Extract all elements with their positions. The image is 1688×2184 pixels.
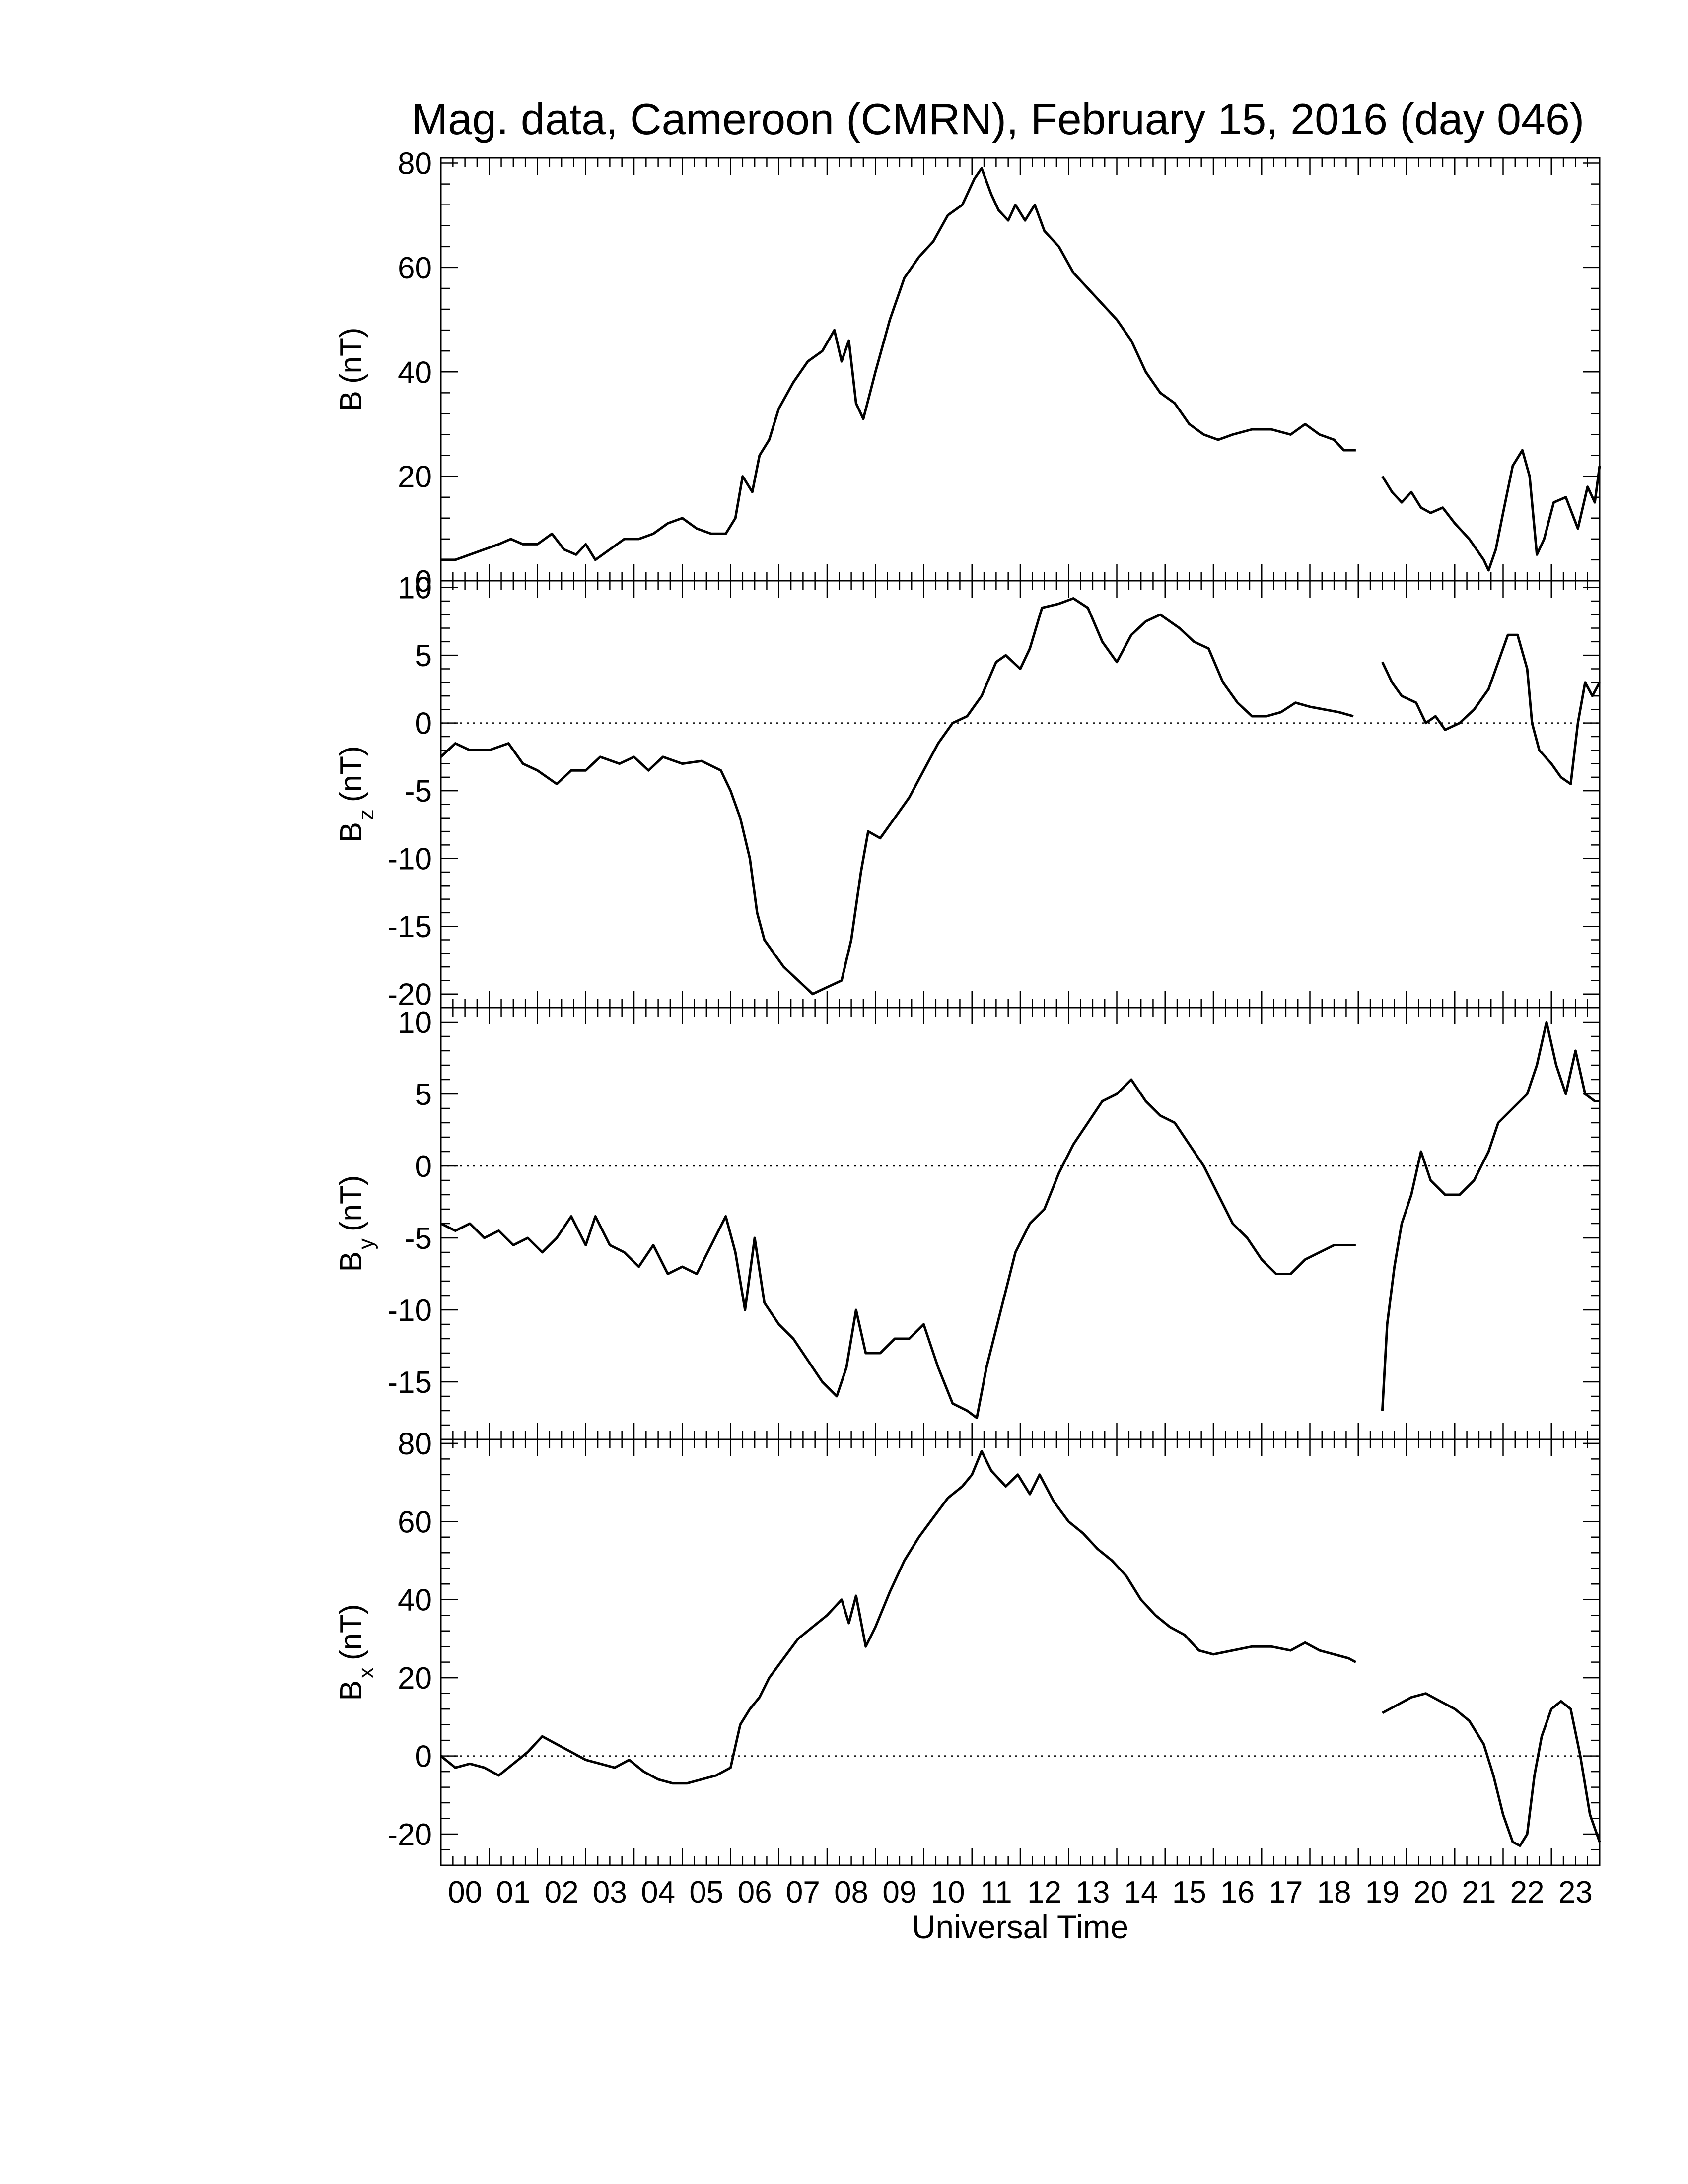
y-tick-label: 0: [415, 564, 432, 599]
x-tick-label: 10: [931, 1875, 965, 1910]
y-tick-label: 0: [415, 1150, 432, 1184]
panel-b-total: 0 20 40 60 80 B(nT): [334, 147, 1601, 599]
x-tick-label: 16: [1220, 1875, 1255, 1910]
y-tick-label: -15: [387, 1365, 432, 1400]
series-line-b-total-segment-1: [441, 167, 1356, 561]
x-tick-label: 08: [834, 1875, 868, 1910]
panels: 020406080B(nT)-20-15-10-50510Bz(nT)-15-1…: [334, 147, 1601, 1866]
panel-frame: [440, 1438, 1601, 1866]
x-tick-label: 14: [1124, 1875, 1158, 1910]
x-tick-label: 20: [1413, 1875, 1448, 1910]
y-tick-label: 80: [398, 147, 432, 181]
x-axis-ticklabels: 00 01 02 03 04 05 06 07 08 09 10 11 12 13 14 15 16 17 18 19…: [448, 1875, 1593, 1910]
x-tick-label: 01: [496, 1875, 530, 1910]
series-line-bx-segment-2: [1382, 1692, 1601, 1847]
y-tick-label: -20: [387, 978, 432, 1012]
x-tick-label: 04: [641, 1875, 675, 1910]
x-tick-label: 00: [448, 1875, 482, 1910]
panel-by: -15 -10 -5 0 5 10 By(nT): [334, 1006, 1601, 1440]
x-tick-label: 12: [1027, 1875, 1061, 1910]
panel-bx: -20 0 20 40 60 80 Bx(nT): [334, 1427, 1601, 1866]
y-tick-label: 10: [398, 571, 432, 606]
panel-frame: [440, 157, 1601, 582]
x-tick-label: 13: [1075, 1875, 1110, 1910]
series-line-bz-segment-2: [1381, 633, 1601, 785]
y-tick-label: 20: [398, 1661, 432, 1696]
y-tick-label: -15: [387, 910, 432, 944]
y-tick-label: 40: [398, 355, 432, 390]
series-line-by-segment-1: [440, 1078, 1356, 1419]
x-tick-label: 23: [1558, 1875, 1593, 1910]
x-tick-label: 17: [1268, 1875, 1303, 1910]
series-line-by-segment-2: [1381, 1021, 1600, 1411]
y-axis-label: B(nT): [334, 327, 368, 411]
y-tick-label: 60: [398, 1505, 432, 1539]
x-tick-label: 22: [1510, 1875, 1545, 1910]
y-tick-label: -10: [387, 842, 432, 877]
y-tick-label: -5: [405, 1222, 432, 1256]
y-axis-label: Bz(nT): [334, 746, 378, 842]
series-line-bx-segment-1: [440, 1450, 1357, 1785]
y-tick-label: 20: [398, 460, 432, 494]
panel-bz: -20 -15 -10 -5 0 5 10 Bz(nT): [334, 571, 1601, 1012]
x-tick-label: 18: [1317, 1875, 1351, 1910]
y-tick-label: -10: [387, 1294, 432, 1328]
x-tick-label: 02: [545, 1875, 579, 1910]
y-tick-label: 60: [398, 251, 432, 285]
x-tick-label: 03: [593, 1875, 627, 1910]
y-axis-label: Bx(nT): [334, 1604, 378, 1701]
series-line-b-total-segment-2: [1381, 449, 1601, 572]
y-tick-label: 40: [398, 1583, 432, 1618]
y-tick-label: 5: [415, 1078, 432, 1112]
y-tick-label: 5: [415, 639, 432, 673]
x-axis-label: Universal Time: [912, 1909, 1128, 1945]
series-line-bz-segment-1: [440, 597, 1354, 996]
y-tick-label: 80: [398, 1427, 432, 1461]
x-tick-label: 19: [1365, 1875, 1400, 1910]
x-tick-label: 06: [738, 1875, 772, 1910]
x-tick-label: 09: [882, 1875, 916, 1910]
x-tick-label: 11: [980, 1875, 1012, 1910]
y-tick-label: 10: [398, 1006, 432, 1040]
x-tick-label: 07: [786, 1875, 820, 1910]
y-tick-label: -20: [387, 1818, 432, 1852]
x-tick-label: 21: [1462, 1875, 1496, 1910]
x-tick-label: 15: [1172, 1875, 1206, 1910]
y-axis-label: By(nT): [334, 1175, 378, 1272]
chart-title: Mag. data, Cameroon (CMRN), February 15,…: [412, 94, 1584, 143]
y-tick-label: 0: [415, 707, 432, 741]
y-tick-label: 0: [415, 1740, 432, 1774]
y-tick-label: -5: [405, 774, 432, 809]
panel-frame: [440, 580, 1601, 1009]
panel-frame: [440, 1007, 1601, 1440]
x-tick-label: 05: [689, 1875, 723, 1910]
